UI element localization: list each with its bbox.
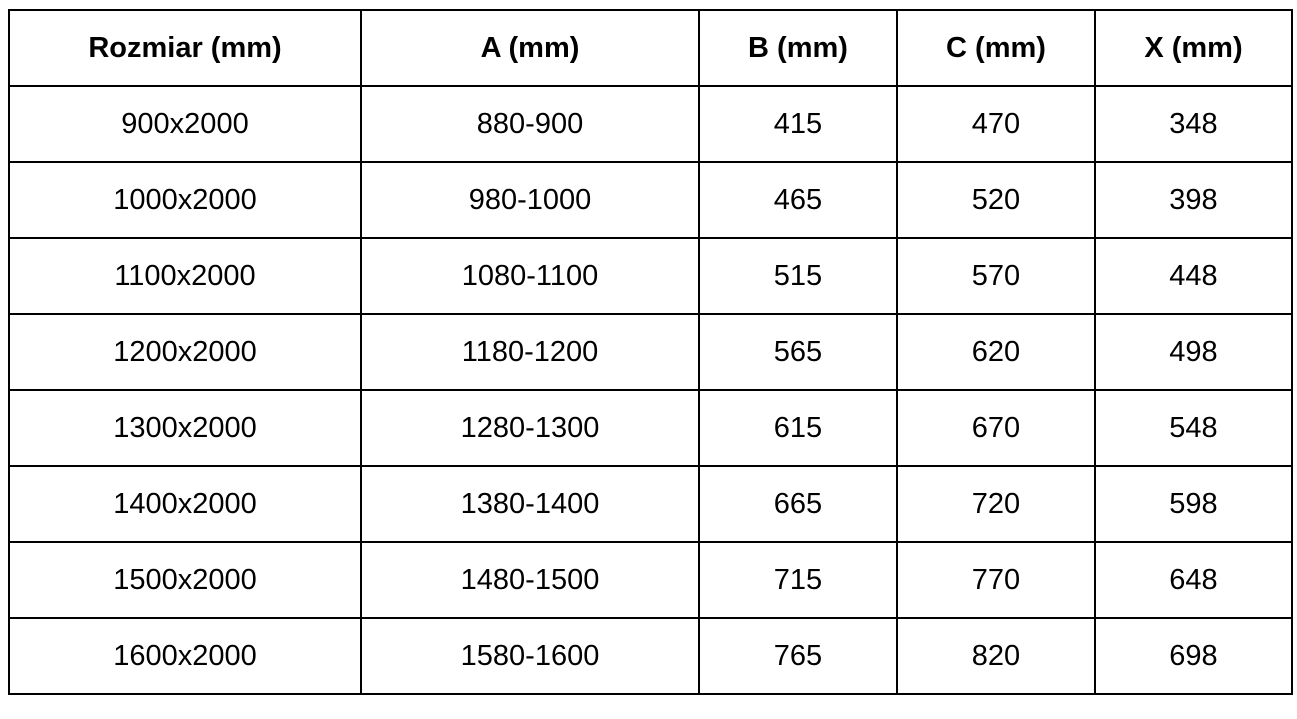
table-cell: 1300x2000: [8, 389, 362, 467]
table-cell: 1580-1600: [360, 617, 700, 695]
table-row: 1500x2000 1480-1500 715 770 648: [8, 541, 1293, 619]
table-cell: 765: [698, 617, 898, 695]
table-cell: 670: [896, 389, 1096, 467]
table-cell: 1380-1400: [360, 465, 700, 543]
column-header: B (mm): [698, 9, 898, 87]
header-row: Rozmiar (mm) A (mm) B (mm) C (mm) X (mm): [8, 9, 1293, 87]
table-cell: 1280-1300: [360, 389, 700, 467]
table-cell: 980-1000: [360, 161, 700, 239]
table-cell: 498: [1094, 313, 1293, 391]
table-cell: 1500x2000: [8, 541, 362, 619]
table-row: 900x2000 880-900 415 470 348: [8, 85, 1293, 163]
column-header: X (mm): [1094, 9, 1293, 87]
table-cell: 620: [896, 313, 1096, 391]
table-cell: 1100x2000: [8, 237, 362, 315]
table-row: 1300x2000 1280-1300 615 670 548: [8, 389, 1293, 467]
table-cell: 1200x2000: [8, 313, 362, 391]
table-cell: 880-900: [360, 85, 700, 163]
table-cell: 398: [1094, 161, 1293, 239]
table-row: 1200x2000 1180-1200 565 620 498: [8, 313, 1293, 391]
table-cell: 565: [698, 313, 898, 391]
table-row: 1600x2000 1580-1600 765 820 698: [8, 617, 1293, 695]
table-cell: 415: [698, 85, 898, 163]
column-header: C (mm): [896, 9, 1096, 87]
table-cell: 448: [1094, 237, 1293, 315]
table-cell: 348: [1094, 85, 1293, 163]
table-cell: 715: [698, 541, 898, 619]
table-cell: 570: [896, 237, 1096, 315]
table-cell: 698: [1094, 617, 1293, 695]
table-cell: 465: [698, 161, 898, 239]
table-cell: 1080-1100: [360, 237, 700, 315]
table-cell: 1400x2000: [8, 465, 362, 543]
table-cell: 1180-1200: [360, 313, 700, 391]
column-header: Rozmiar (mm): [8, 9, 362, 87]
table-cell: 820: [896, 617, 1096, 695]
table-cell: 900x2000: [8, 85, 362, 163]
table-cell: 720: [896, 465, 1096, 543]
column-header: A (mm): [360, 9, 700, 87]
table-cell: 515: [698, 237, 898, 315]
table-cell: 548: [1094, 389, 1293, 467]
table-cell: 615: [698, 389, 898, 467]
table-cell: 1000x2000: [8, 161, 362, 239]
dimensions-table: Rozmiar (mm) A (mm) B (mm) C (mm) X (mm) 900…: [8, 9, 1293, 695]
table-row: 1000x2000 980-1000 465 520 398: [8, 161, 1293, 239]
table-cell: 770: [896, 541, 1096, 619]
table-cell: 470: [896, 85, 1096, 163]
table-cell: 1480-1500: [360, 541, 700, 619]
table-row: 1400x2000 1380-1400 665 720 598: [8, 465, 1293, 543]
table-cell: 1600x2000: [8, 617, 362, 695]
table-row: 1100x2000 1080-1100 515 570 448: [8, 237, 1293, 315]
table-cell: 648: [1094, 541, 1293, 619]
table-cell: 598: [1094, 465, 1293, 543]
table-cell: 520: [896, 161, 1096, 239]
table-cell: 665: [698, 465, 898, 543]
